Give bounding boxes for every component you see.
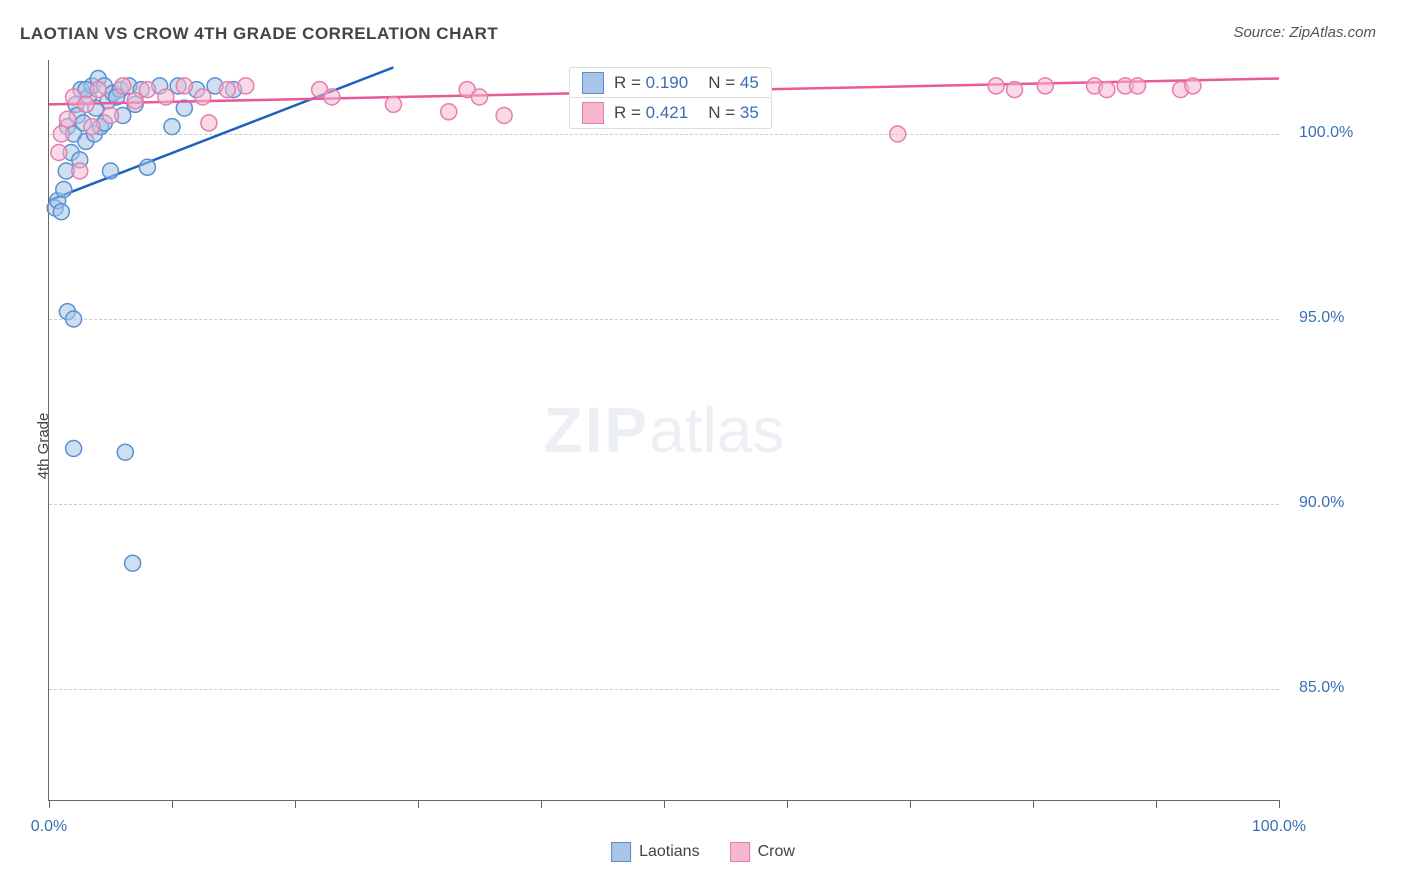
data-point-crow <box>115 78 131 94</box>
data-point-crow <box>51 145 67 161</box>
data-point-crow <box>1099 82 1115 98</box>
x-tick <box>295 800 296 808</box>
x-tick <box>49 800 50 808</box>
data-point-laotians <box>103 163 119 179</box>
data-point-laotians <box>117 444 133 460</box>
stat-r: R = 0.421 <box>614 103 688 123</box>
swatch-crow <box>582 102 604 124</box>
data-point-laotians <box>66 441 82 457</box>
data-point-crow <box>385 96 401 112</box>
x-tick <box>541 800 542 808</box>
data-point-crow <box>890 126 906 142</box>
data-point-crow <box>72 163 88 179</box>
chart-svg <box>49 60 1279 800</box>
y-tick-label: 95.0% <box>1299 309 1344 327</box>
x-tick <box>1279 800 1280 808</box>
data-point-crow <box>988 78 1004 94</box>
data-point-crow <box>59 111 75 127</box>
data-point-laotians <box>56 182 72 198</box>
data-point-crow <box>78 96 94 112</box>
legend-swatch-crow <box>730 842 750 862</box>
chart-title: LAOTIAN VS CROW 4TH GRADE CORRELATION CH… <box>20 24 498 44</box>
data-point-laotians <box>66 311 82 327</box>
stat-box-crow: R = 0.421 N = 35 <box>569 97 772 129</box>
legend-label-laotians: Laotians <box>639 843 700 860</box>
data-point-crow <box>1185 78 1201 94</box>
data-point-crow <box>1130 78 1146 94</box>
data-point-crow <box>176 78 192 94</box>
x-tick-label: 100.0% <box>1252 818 1306 836</box>
data-point-crow <box>201 115 217 131</box>
data-point-crow <box>195 89 211 105</box>
y-tick-label: 85.0% <box>1299 679 1344 697</box>
x-tick <box>910 800 911 808</box>
data-point-crow <box>158 89 174 105</box>
data-point-crow <box>103 108 119 124</box>
legend-item-laotians: Laotians <box>611 842 700 862</box>
chart-container: LAOTIAN VS CROW 4TH GRADE CORRELATION CH… <box>0 0 1406 892</box>
stat-box-laotians: R = 0.190 N = 45 <box>569 67 772 99</box>
data-point-laotians <box>139 159 155 175</box>
source-attribution: Source: ZipAtlas.com <box>1233 24 1376 41</box>
stat-r: R = 0.190 <box>614 73 688 93</box>
data-point-crow <box>90 82 106 98</box>
data-point-laotians <box>164 119 180 135</box>
data-point-crow <box>1007 82 1023 98</box>
data-point-crow <box>1037 78 1053 94</box>
legend-item-crow: Crow <box>730 842 795 862</box>
x-tick <box>1033 800 1034 808</box>
y-tick-label: 100.0% <box>1299 124 1353 142</box>
data-point-laotians <box>125 555 141 571</box>
data-point-crow <box>496 108 512 124</box>
x-tick <box>1156 800 1157 808</box>
data-point-crow <box>219 82 235 98</box>
data-point-crow <box>139 82 155 98</box>
data-point-laotians <box>53 204 69 220</box>
x-tick <box>418 800 419 808</box>
data-point-crow <box>324 89 340 105</box>
legend-label-crow: Crow <box>758 843 795 860</box>
data-point-crow <box>472 89 488 105</box>
x-tick <box>664 800 665 808</box>
x-tick <box>787 800 788 808</box>
data-point-crow <box>84 119 100 135</box>
plot-area: ZIPatlas 85.0%90.0%95.0%100.0%0.0%100.0%… <box>48 60 1279 801</box>
swatch-laotians <box>582 72 604 94</box>
data-point-crow <box>53 126 69 142</box>
stat-n: N = 35 <box>708 103 759 123</box>
legend-bottom: Laotians Crow <box>611 842 795 862</box>
y-tick-label: 90.0% <box>1299 494 1344 512</box>
x-tick <box>172 800 173 808</box>
legend-swatch-laotians <box>611 842 631 862</box>
stat-n: N = 45 <box>708 73 759 93</box>
data-point-crow <box>238 78 254 94</box>
x-tick-label: 0.0% <box>31 818 67 836</box>
data-point-crow <box>441 104 457 120</box>
